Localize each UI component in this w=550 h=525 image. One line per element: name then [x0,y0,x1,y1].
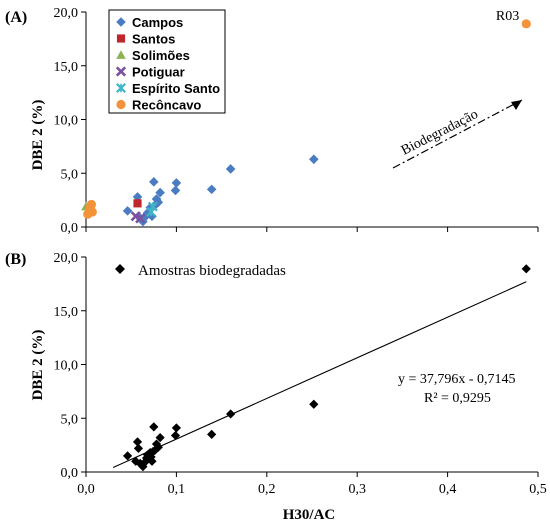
panel-b-point [153,442,163,452]
panel-a-point-campos [206,184,217,195]
panel-a-y-tick-label: 0,0 [61,221,79,236]
panel-a-y-tick-label: 10,0 [54,114,79,129]
panel-b-label: (B) [5,251,26,268]
panel-a-legend-label: Santos [132,32,175,47]
panel-b-x-axis-label: H30/AC [283,507,336,523]
panel-a-legend-label: Potiguar [132,65,185,80]
panel-b-point [147,456,157,466]
panel-a-legend-marker [116,83,126,93]
panel-a-point-campos [151,194,162,204]
panel-b-x-ticks: 0,0 0,1 0,2 0,3 0,4 0,5 [77,472,547,497]
panel-b-point [309,399,319,409]
panel-b-y-tick-label: 0,0 [61,466,79,481]
panel-b-y-tick-label: 5,0 [61,412,79,427]
panel-a-point-potiguar [135,213,146,224]
panel-b-x-tick-label: 0,2 [258,482,276,497]
panel-a-point-campos [139,212,150,223]
panel-a-legend-marker [116,50,126,59]
panel-a-point-campos [155,187,165,198]
panel-a-point-campos [153,197,164,208]
panel-b-point [521,264,531,274]
panel-b-x-tick-label: 0,0 [77,482,95,497]
panel-b-point [226,409,236,419]
panel-a-y-tick-label: 20,0 [54,6,79,21]
panel-a-legend-label: Espírito Santo [132,81,220,96]
panel-a-legend-box [108,9,226,114]
panel-a-point-santos [133,199,142,208]
biodegradation-arrow [392,99,523,169]
panel-a-y-tick-label: 5,0 [61,167,79,182]
panel-a-legend-marker [116,17,126,27]
panel-a-legend-label: Solimões [132,48,190,63]
panel-b-point [151,439,162,449]
panel-b-point [122,451,133,461]
point-label-r03: R03 [496,9,519,24]
panel-b-x-tick-label: 0,3 [348,482,366,497]
panel-b-point [170,430,181,441]
panel-a-label: (A) [5,9,27,26]
panel-a-point-esp-rito-santo [147,201,158,212]
panel-a-y-axis-label: DBE 2 (%) [30,100,46,171]
panel-a-y-ticks: 0,0 5,0 10,0 15,0 20,0 [54,6,86,236]
panel-a-point-rec-ncavo [521,19,531,29]
panel-a-point-campos [122,206,133,216]
panel-b-y-tick-label: 20,0 [54,251,79,266]
panel-b-y-ticks: 0,0 5,0 10,0 15,0 20,0 [54,251,86,481]
panel-a-legend-label: Campos [132,15,183,30]
panel-b: (B) DBE 2 (%) 0,05,010,015,020,0 0,0 0,1 0… [5,251,547,523]
panel-b-y-tick-label: 15,0 [54,305,79,320]
panel-a-point-campos [149,177,159,187]
panel-b-legend-label: Amostras biodegradadas [138,263,286,279]
regression-r-squared: R² = 0,9295 [424,391,491,406]
panel-b-x-tick-label: 0,5 [529,482,547,497]
panel-a-legend-marker [116,99,126,110]
regression-equation: y = 37,796x - 0,7145 [398,372,516,387]
panel-a-point-campos [142,208,153,218]
biodegradation-label: Biodegradação [399,107,481,158]
panel-b-x-tick-label: 0,4 [439,482,457,497]
panel-b-points [122,264,531,472]
panel-a-point-campos [170,185,181,196]
panel-b-point [171,423,181,433]
panel-a-point-rec-ncavo [86,199,97,210]
panel-a-point-campos [225,164,236,174]
panel-a-point-rec-ncavo [87,207,97,217]
panel-b-point [133,443,144,453]
panel-a-points [81,19,531,227]
panel-b-point [149,422,159,432]
panel-a-y-tick-label: 15,0 [54,60,79,75]
panel-a-legend-marker [115,66,127,77]
panel-b-trendline [112,281,527,468]
panel-b-y-tick-label: 10,0 [54,359,79,374]
panel-a-point-campos [309,154,319,165]
panel-a-point-campos [132,192,143,202]
panel-b-x-tick-label: 0,1 [168,482,186,497]
panel-b-point [155,433,165,443]
panel-a: (A) DBE 2 (%) 0,0 5,0 10,0 15,0 20,0 R03 Bio… [5,6,539,236]
panel-b-axes [85,257,538,473]
panel-b-y-axis-label: DBE 2 (%) [30,330,46,401]
panel-a-legend-marker [116,34,126,43]
panel-b-point [140,457,150,467]
panel-b-point [207,429,217,439]
panel-b-legend-marker [115,264,125,274]
panel-a-legend-label: Recôncavo [132,98,201,113]
panel-b-legend: Amostras biodegradadas [115,263,286,279]
panel-b-point [132,437,143,447]
panel-a-point-campos [171,178,182,188]
